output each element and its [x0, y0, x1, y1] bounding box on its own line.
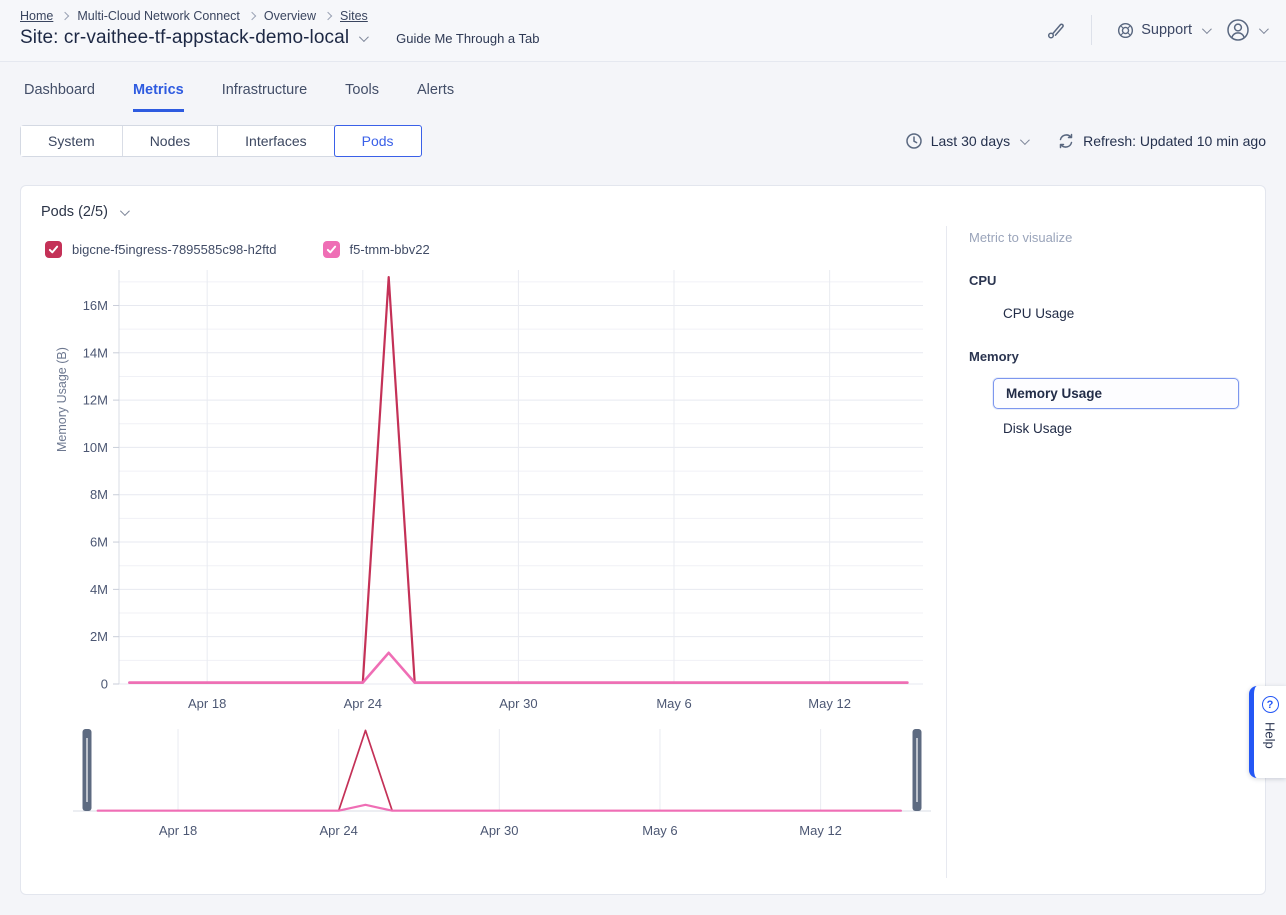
svg-text:May 6: May 6 [642, 823, 677, 838]
help-label: Help [1262, 722, 1278, 749]
y-axis-title: Memory Usage (B) [55, 347, 69, 452]
panel-divider [946, 226, 947, 878]
refresh-button[interactable]: Refresh: Updated 10 min ago [1057, 132, 1266, 150]
support-label: Support [1141, 22, 1192, 38]
metric-panel-title: Metric to visualize [969, 230, 1073, 245]
svg-text:Apr 24: Apr 24 [320, 823, 358, 838]
help-flyout-button[interactable]: ? Help [1249, 686, 1286, 778]
page-title: Site: cr-vaithee-tf-appstack-demo-local [20, 27, 350, 48]
main-tabs: Dashboard Metrics Infrastructure Tools A… [0, 62, 1286, 112]
page-header: Home Multi-Cloud Network Connect Overvie… [0, 0, 1286, 62]
metric-group-cpu: CPU [969, 273, 997, 288]
breadcrumb-separator-icon [247, 11, 257, 21]
time-range-chevron-down-icon [1020, 134, 1030, 145]
svg-text:May 12: May 12 [808, 696, 851, 711]
breadcrumb-separator-icon [61, 11, 70, 21]
svg-text:Apr 18: Apr 18 [188, 696, 226, 711]
svg-text:May 6: May 6 [656, 696, 691, 711]
svg-text:6M: 6M [90, 535, 108, 550]
legend-item-f5-tmm[interactable]: f5-tmm-bbv22 [322, 240, 430, 258]
metric-item-memory-usage[interactable]: Memory Usage [993, 378, 1239, 409]
customize-pen-button[interactable] [1045, 19, 1067, 41]
svg-text:0: 0 [101, 677, 108, 692]
time-range-label: Last 30 days [930, 133, 1011, 149]
memory-usage-line-chart: 0 2M 4M 6M 8M 10M 12M 14M 16M Apr 18 Apr 24 Apr 30 M… [83, 270, 923, 711]
svg-text:2M: 2M [90, 629, 108, 644]
checkbox-checked-icon [322, 240, 340, 258]
controls-row: System Nodes Interfaces Pods Last 30 day… [20, 125, 1266, 157]
svg-text:Apr 18: Apr 18 [159, 823, 197, 838]
breadcrumb-sites[interactable]: Sites [340, 9, 368, 23]
svg-text:16M: 16M [83, 298, 108, 313]
support-lifebuoy-icon [1118, 22, 1134, 38]
account-chevron-down-icon [1258, 23, 1269, 34]
breadcrumb-home[interactable]: Home [20, 9, 54, 23]
title-chevron-down-icon[interactable] [359, 31, 370, 42]
subtab-system[interactable]: System [21, 126, 123, 156]
guide-me-link[interactable]: Guide Me Through a Tab [396, 30, 540, 46]
pods-chevron-down-icon[interactable] [119, 205, 130, 216]
chart-brush-minimap[interactable]: Apr 18 Apr 24 Apr 30 May 6 May 12 [41, 727, 946, 845]
svg-text:8M: 8M [90, 487, 108, 502]
breadcrumb: Home Multi-Cloud Network Connect Overvie… [20, 9, 1266, 23]
svg-text:May 12: May 12 [799, 823, 842, 838]
metric-item-cpu-usage[interactable]: CPU Usage [1003, 306, 1075, 321]
subtab-pods[interactable]: Pods [333, 125, 422, 157]
pods-metrics-card: Pods (2/5) bigcne-f5ingress-7895585c98-h… [20, 185, 1266, 895]
clock-icon [905, 133, 922, 149]
subtab-interfaces[interactable]: Interfaces [218, 126, 335, 156]
question-mark-icon: ? [1261, 696, 1279, 713]
checkbox-checked-icon [45, 240, 62, 258]
svg-text:14M: 14M [83, 345, 108, 360]
metric-group-memory: Memory [969, 349, 1019, 364]
tab-infrastructure[interactable]: Infrastructure [221, 82, 308, 98]
pods-count-title: Pods (2/5) [41, 204, 108, 220]
header-divider [1091, 15, 1093, 45]
tab-dashboard[interactable]: Dashboard [24, 82, 95, 98]
breadcrumb-overview[interactable]: Overview [263, 9, 316, 23]
pen-icon [1048, 23, 1065, 39]
svg-text:Apr 30: Apr 30 [499, 696, 537, 711]
time-range-picker[interactable]: Last 30 days [905, 132, 1030, 150]
svg-text:12M: 12M [83, 393, 108, 408]
avatar-icon [1227, 19, 1249, 41]
tab-metrics[interactable]: Metrics [132, 82, 184, 112]
support-chevron-down-icon [1201, 23, 1212, 34]
metric-to-visualize-panel: Metric to visualize CPU CPU Usage Memory… [947, 186, 1265, 894]
support-menu[interactable]: Support [1116, 21, 1212, 40]
legend-label: f5-tmm-bbv22 [349, 241, 430, 257]
subtab-nodes[interactable]: Nodes [122, 126, 219, 156]
chart-legend: bigcne-f5ingress-7895585c98-h2ftd f5-tmm… [41, 240, 946, 258]
refresh-label: Refresh: Updated 10 min ago [1083, 133, 1266, 149]
metrics-scope-segmented-control: System Nodes Interfaces Pods [20, 125, 422, 157]
breadcrumb-mcn-connect[interactable]: Multi-Cloud Network Connect [77, 9, 240, 23]
tab-tools[interactable]: Tools [345, 82, 379, 98]
svg-text:4M: 4M [90, 582, 108, 597]
metric-item-disk-usage[interactable]: Disk Usage [1003, 421, 1073, 436]
account-menu[interactable] [1225, 17, 1269, 43]
refresh-icon [1059, 133, 1073, 149]
legend-label: bigcne-f5ingress-7895585c98-h2ftd [72, 241, 277, 257]
legend-item-bigcne[interactable]: bigcne-f5ingress-7895585c98-h2ftd [45, 240, 277, 258]
svg-text:Apr 30: Apr 30 [480, 823, 518, 838]
svg-text:Apr 24: Apr 24 [344, 696, 382, 711]
tab-alerts[interactable]: Alerts [417, 82, 455, 98]
breadcrumb-separator-icon [323, 11, 333, 21]
svg-text:10M: 10M [83, 440, 108, 455]
